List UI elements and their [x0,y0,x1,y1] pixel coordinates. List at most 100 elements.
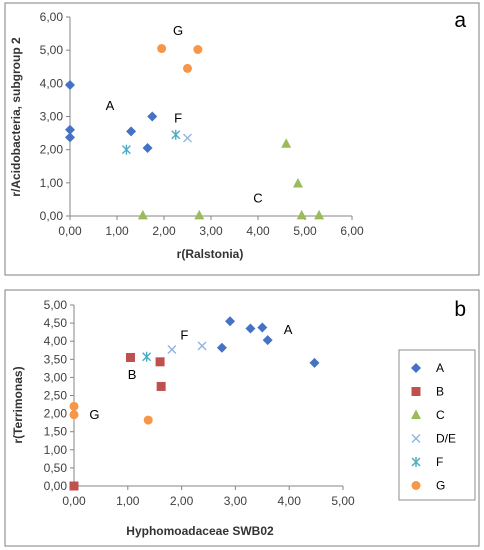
data-point [155,357,165,367]
chart-a-ytick-label: 4,00 [40,76,64,90]
panel-b-label: b [454,298,466,321]
data-point [193,45,203,55]
chart-a-ytick-label: 6,00 [40,10,64,24]
chart-b-ytick-label: 3,50 [44,352,68,366]
data-point [65,132,75,143]
legend-label: C [436,408,445,422]
chart-b-ytick-label: 2,50 [44,389,68,403]
chart-a-xtick-label: 5,00 [293,224,317,238]
chart-a-annotation: F [174,110,182,125]
data-point [69,401,79,411]
chart-b-series-f [142,351,152,362]
chart-b-xtick-label: 4,00 [278,494,302,508]
data-point [125,352,135,362]
chart-b-annotation: G [89,407,99,422]
chart-b-ytick-label: 3,00 [44,370,68,384]
chart-a-annotation: G [173,23,183,38]
data-point [157,44,167,54]
data-point [194,209,205,220]
data-point [143,415,153,425]
chart-b-xtick-label: 3,00 [224,494,248,508]
chart-b-annotation: A [284,322,293,337]
chart-a-xlabel: r(Ralstonia) [177,247,244,261]
chart-b-xtick-label: 2,00 [170,494,194,508]
legend-box [398,349,476,501]
chart-a-annotation: C [253,191,262,206]
legend-label: G [436,479,445,493]
legend-label: A [436,361,444,375]
chart-a-series-g [157,44,203,73]
data-point [257,322,268,333]
chart-b-series-a [216,316,320,368]
data-point [126,126,137,137]
legend-label: B [436,385,444,399]
data-point [69,410,79,420]
legend-entry: B [411,385,444,399]
chart-b-series-d-e [167,341,207,355]
chart-a-xtick-label: 1,00 [105,224,129,238]
legend-marker [411,434,421,443]
legend-marker [411,457,421,467]
chart-a-ylabel: r/Acidobacteria, subgroup 2 [9,37,23,197]
data-point [121,144,131,155]
legend-marker [411,481,421,490]
chart-b-xtick-label: 1,00 [116,494,140,508]
chart-b-ytick-label: 2,00 [44,407,68,421]
chart-a-annotation: A [106,98,115,113]
legend-marker [411,409,421,419]
data-point [65,124,75,135]
panel-a-frame [4,2,480,276]
data-point [245,323,256,334]
chart-a-xtick-label: 6,00 [340,224,364,238]
legend-entry: C [411,408,445,422]
chart-a-ytick-label: 0,00 [40,209,64,223]
data-point [183,133,192,143]
chart-a-ytick-label: 1,00 [40,176,64,190]
chart-b-ylabel: r(Terrimonas) [11,366,25,443]
legend-entry: D/E [411,432,456,446]
data-point [142,143,153,154]
chart-b-ytick-label: 0,00 [44,479,68,493]
data-point [156,381,166,391]
chart-b-ytick-label: 0,50 [44,461,68,475]
chart-a-series-d-e [183,133,192,143]
legend-entry: G [411,479,445,493]
chart-b-ytick-label: 4,50 [44,316,68,330]
chart-a-ytick-label: 2,00 [40,143,64,157]
chart-a-series-f [121,129,181,155]
data-point [167,345,177,355]
chart-a-xtick-label: 0,00 [58,224,82,238]
chart-b-annotation: B [128,367,137,382]
data-point [296,209,307,220]
chart-b-series-b [69,352,166,491]
data-point [309,357,320,368]
chart-b-annotation: F [180,327,188,342]
data-point [65,79,75,90]
panel-a-label: a [454,9,466,32]
data-point [171,129,181,140]
chart-a-series-a [65,79,158,154]
chart-b-series-g [69,401,153,425]
chart-a-xtick-label: 2,00 [152,224,176,238]
legend-entry: F [411,455,443,469]
data-point [69,481,79,491]
data-point [137,209,148,220]
chart-b-xtick-label: 5,00 [331,494,355,508]
chart-a-xtick-label: 3,00 [199,224,223,238]
data-point [183,63,192,73]
chart-b-ytick-label: 4,00 [44,334,68,348]
chart-a-ytick-label: 3,00 [40,110,64,124]
legend: ABC D/E FG [411,361,456,493]
chart-a-series-c [137,138,325,220]
data-point [197,341,207,351]
legend-label: F [436,455,443,469]
chart-b-xlabel: Hyphomoadaceae SWB02 [126,524,274,538]
chart-b-xtick-label: 0,00 [62,494,86,508]
legend-marker [411,387,421,396]
data-point [281,138,292,148]
chart-b-ytick-label: 1,50 [44,425,68,439]
chart-b-ytick-label: 1,00 [44,443,68,457]
data-point [142,351,152,362]
